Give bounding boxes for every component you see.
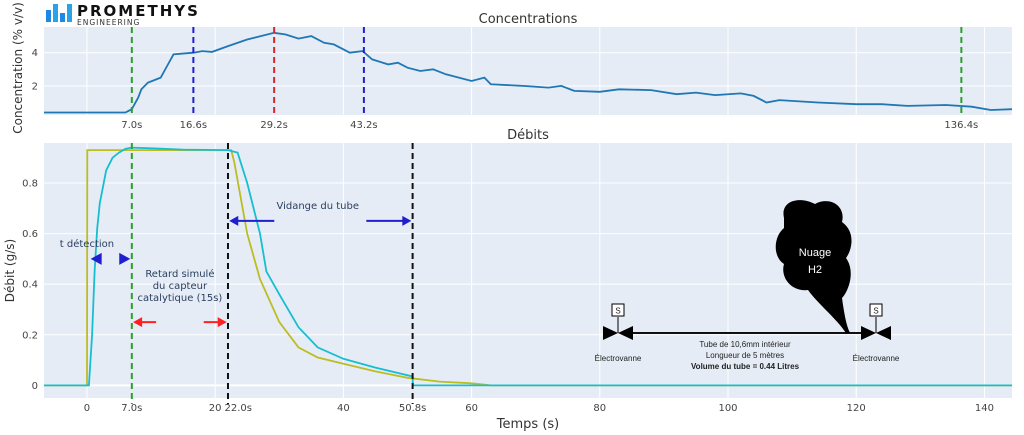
y-tick-label: 0.4: [22, 280, 38, 291]
arrow-left-icon: [229, 215, 275, 226]
valve-left-icon: S: [603, 303, 633, 340]
y-tick-label: 0.2: [22, 330, 38, 341]
arrow-left-icon: [133, 317, 157, 328]
marker-label: 50.8s: [399, 403, 426, 414]
h2-cloud-icon: [775, 200, 852, 333]
flow-plot: 0 0.2 0.4 0.6 0.8 0 20 40 60 80 100 120 140 7.0s 22.0s…: [3, 128, 1012, 432]
logo-bar: [53, 4, 58, 22]
arrow-right-icon: [203, 317, 227, 328]
valve-right-label: Électrovanne: [853, 354, 900, 363]
x-tick-label: 0: [84, 403, 90, 414]
plot-background: [44, 143, 1012, 398]
tube-text-1: Tube de 10,6mm intérieur: [699, 340, 791, 349]
valve-right-icon: S: [861, 303, 891, 340]
x-axis-title: Temps (s): [496, 417, 559, 432]
tube-text-2: Longueur de 5 mètres: [706, 351, 784, 360]
series-line: [44, 146, 1012, 387]
arrow-right-icon: [366, 215, 412, 226]
series-line: [44, 31, 1013, 114]
marker-label: 29.2s: [260, 120, 287, 131]
y-tick-label: 4: [32, 48, 38, 59]
x-tick-label: 140: [975, 403, 994, 414]
arrow-left-icon: [90, 252, 102, 265]
x-tick-label: 60: [465, 403, 478, 414]
logo: PROMETHYS ENGINEERING: [46, 2, 200, 27]
logo-bar: [60, 13, 65, 22]
cloud-label-2: H2: [808, 264, 822, 276]
y-tick-label: 0.8: [22, 178, 38, 189]
y-axis-title: Concentration (% v/v): [11, 2, 25, 134]
logo-name: PROMETHYS: [77, 2, 200, 20]
cloud-label-1: Nuage: [799, 247, 831, 259]
tube-diagram: Nuage H2 S S Électrovanne Électrovanne T…: [595, 200, 900, 371]
marker-label: 16.6s: [180, 120, 207, 131]
solenoid-left-label: S: [615, 307, 620, 316]
x-tick-label: 100: [718, 403, 737, 414]
marker-label: 22.0s: [225, 403, 252, 414]
annotation-text: t détection: [60, 238, 114, 250]
logo-sub: ENGINEERING: [77, 18, 140, 27]
marker-label: 7.0s: [121, 120, 142, 131]
tube-text-3: Volume du tube = 0.44 Litres: [691, 362, 800, 371]
x-tick-label: 80: [593, 403, 606, 414]
plot-title: Concentrations: [479, 12, 578, 27]
x-tick-label: 40: [337, 403, 350, 414]
y-tick-label: 0: [32, 381, 38, 392]
plot-background: [44, 27, 1012, 115]
annotation-text: du capteur: [153, 281, 208, 292]
y-tick-label: 0.6: [22, 229, 38, 240]
logo-bar: [46, 10, 51, 22]
annotation-text: Retard simulé: [145, 268, 214, 280]
plot-title: Débits: [507, 128, 549, 143]
x-tick-label: 20: [209, 403, 222, 414]
marker-label: 43.2s: [350, 120, 377, 131]
y-tick-label: 2: [32, 81, 38, 92]
logo-bar: [67, 4, 72, 22]
arrow-right-icon: [119, 252, 131, 265]
y-axis-title: Débit (g/s): [3, 239, 17, 302]
x-tick-label: 120: [847, 403, 866, 414]
marker-label: 7.0s: [121, 403, 142, 414]
marker-label: 136.4s: [944, 120, 978, 131]
solenoid-right-label: S: [873, 307, 878, 316]
valve-left-label: Électrovanne: [595, 354, 642, 363]
annotation-text: catalytique (15s): [137, 293, 222, 304]
annotation-text: Vidange du tube: [276, 201, 359, 212]
concentration-plot: 2 4 7.0s 16.6s 29.2s 43.2s 136.4s Concentration…: [11, 2, 1013, 134]
